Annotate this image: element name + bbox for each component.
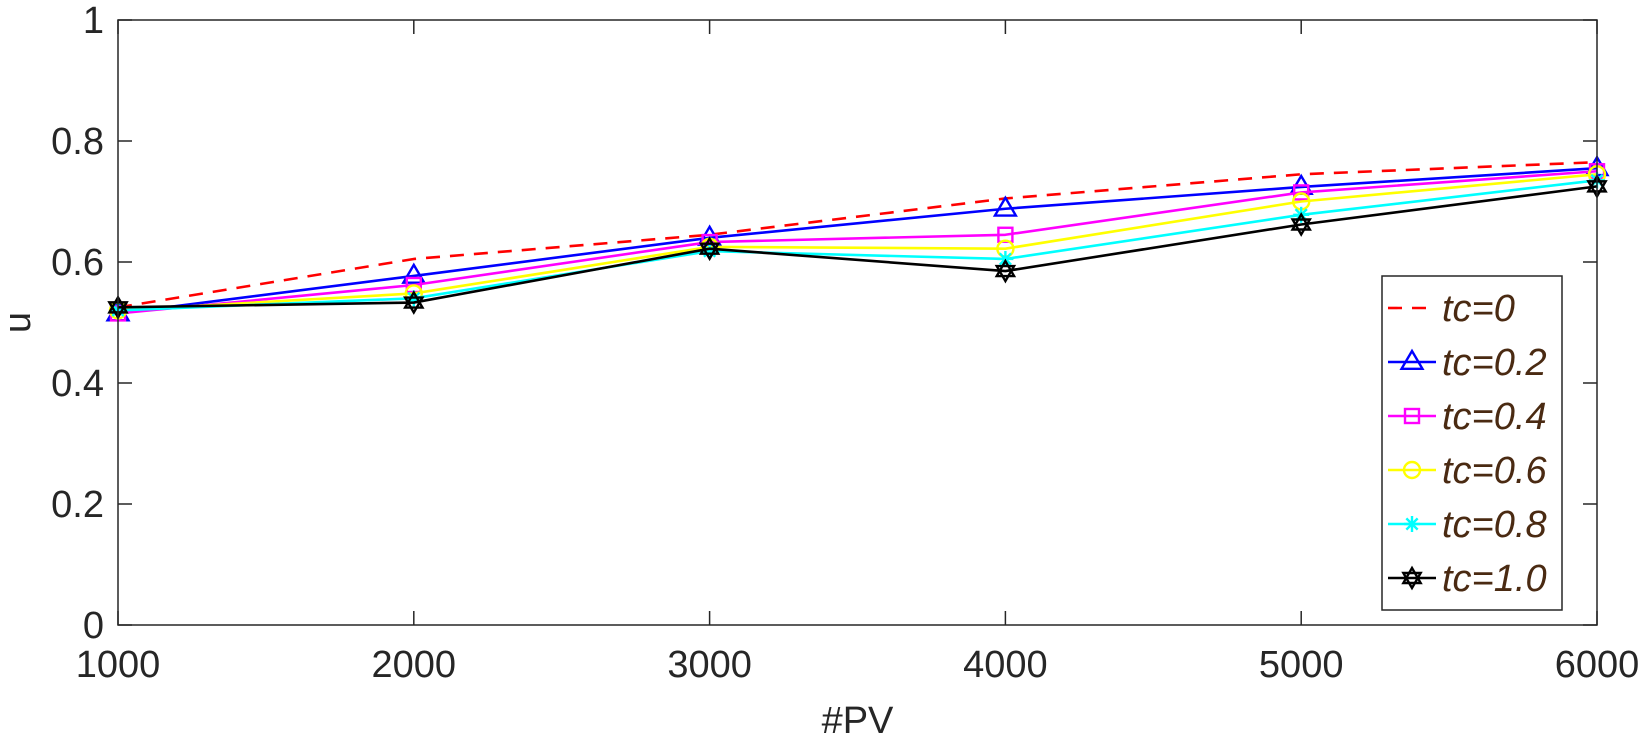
series-4-line <box>117 179 1598 312</box>
legend-swatch-marker <box>1401 565 1423 591</box>
legend-entry-label: tc=0 <box>1442 288 1515 330</box>
series-5-line <box>117 185 1598 309</box>
y-axis-label: u <box>0 312 39 333</box>
hexagram-marker-tri-down <box>698 242 721 262</box>
series-3-line <box>117 172 1598 312</box>
legend-swatch-marker <box>1404 516 1420 532</box>
legend-entry-label: tc=0.4 <box>1442 396 1547 438</box>
legend-entry-label: tc=1.0 <box>1442 558 1547 600</box>
x-tick-label: 1000 <box>76 644 161 686</box>
y-tick-label: 1 <box>83 0 104 42</box>
hexagram-marker-tri-down <box>994 264 1017 284</box>
y-tick-label: 0.6 <box>51 242 104 284</box>
triangle-marker-shape <box>401 262 427 284</box>
legend-swatch-marker <box>1403 407 1421 425</box>
y-tick-label: 0.4 <box>51 363 104 405</box>
hexagram-marker-tri-up <box>994 258 1017 278</box>
x-tick-label: 6000 <box>1555 644 1640 686</box>
legend-entry-label: tc=0.6 <box>1442 450 1547 492</box>
legend-swatch-marker <box>1399 348 1425 371</box>
series-5-point <box>1290 212 1312 237</box>
x-tick-label: 5000 <box>1259 644 1344 686</box>
square-marker-shape <box>1403 407 1421 425</box>
x-axis-label: #PV <box>822 700 894 742</box>
hexagram-marker-tri-down <box>1290 218 1312 237</box>
x-tick-label: 3000 <box>667 644 752 686</box>
x-tick-label: 2000 <box>372 644 457 686</box>
y-tick-label: 0.8 <box>51 121 104 163</box>
legend-entry-label: tc=0.8 <box>1442 504 1547 546</box>
series-5-point <box>698 236 721 262</box>
triangle-marker-shape <box>992 195 1018 217</box>
circle-marker-shape <box>1402 460 1422 480</box>
series-0-line <box>117 160 1598 309</box>
legend-box <box>1381 275 1563 611</box>
triangle-marker-shape <box>1399 348 1425 371</box>
series-1-line <box>117 166 1598 315</box>
square-marker-shape <box>1292 184 1310 201</box>
hexagram-marker-tri-down <box>1401 571 1423 591</box>
series-2-point <box>1292 184 1310 201</box>
series-1-point <box>992 195 1018 217</box>
hexagram-marker-tri-down <box>403 296 425 315</box>
hexagram-marker-tri-up <box>1401 565 1423 585</box>
y-tick-label: 0 <box>83 605 104 647</box>
legend-entry-label: tc=0.2 <box>1442 342 1547 384</box>
x-tick-label: 4000 <box>963 644 1048 686</box>
legend: tc=0 tc=0.2 tc=0.4 tc=0.6 tc=0.8 tc=1.0 <box>1381 275 1563 611</box>
legend-swatch-marker <box>1402 460 1422 480</box>
axes-box <box>117 19 1598 626</box>
hexagram-marker-tri-up <box>403 290 425 309</box>
asterisk-marker-stroke <box>1405 517 1419 531</box>
series-5-point <box>403 290 425 315</box>
series-1-point <box>401 262 427 284</box>
hexagram-marker-tri-up <box>1290 212 1312 231</box>
y-tick-label: 0.2 <box>51 484 104 526</box>
hexagram-marker-tri-up <box>698 236 721 255</box>
series-2-line <box>117 169 1598 315</box>
series-5-point <box>994 258 1017 284</box>
